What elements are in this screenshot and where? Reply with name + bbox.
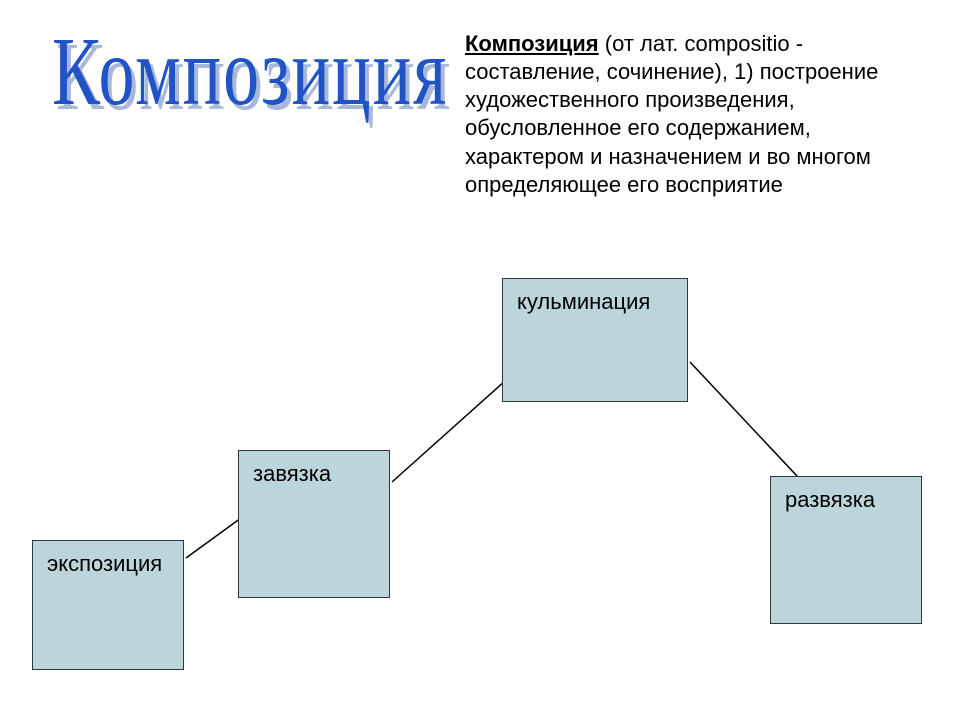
node-resolution-label: развязка (785, 487, 875, 513)
node-setup-label: завязка (253, 461, 331, 487)
definition-paragraph: Композиция (от лат. compositio - составл… (465, 30, 895, 199)
node-resolution: развязка (770, 476, 922, 624)
page-title-text: Композиция (52, 17, 448, 125)
definition-term: Композиция (465, 31, 599, 56)
diagram-canvas: Композиция Композиция (от лат. compositi… (0, 0, 960, 720)
node-exposition-label: экспозиция (47, 551, 162, 577)
node-climax-label: кульминация (517, 289, 650, 315)
node-climax: кульминация (502, 278, 688, 402)
page-title: Композиция (52, 16, 448, 128)
node-exposition: экспозиция (32, 540, 184, 670)
node-setup: завязка (238, 450, 390, 598)
